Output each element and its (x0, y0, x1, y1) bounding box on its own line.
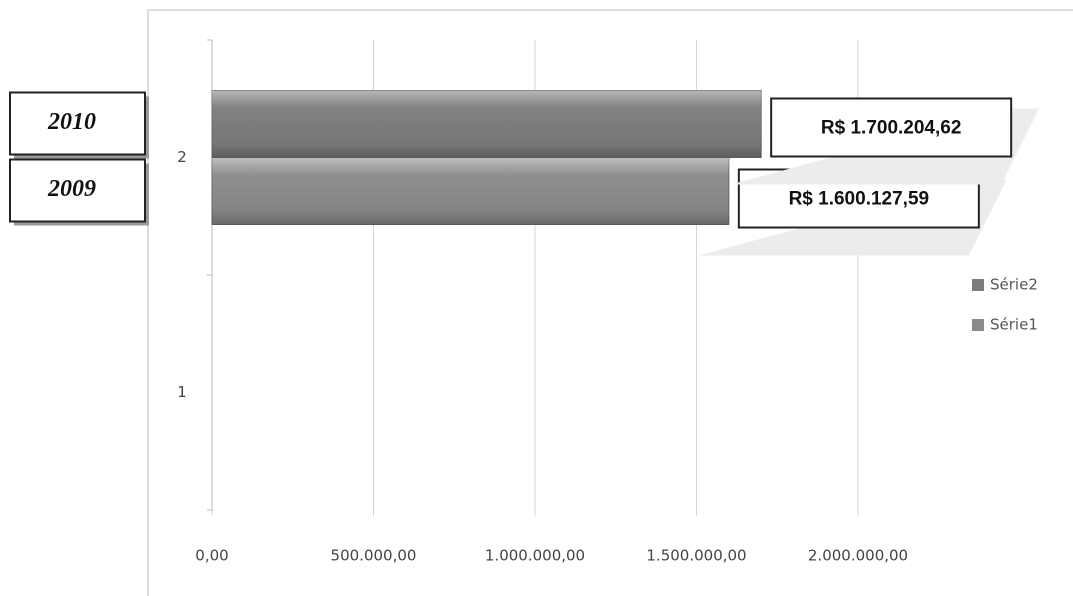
x-tick-label: 0,00 (195, 547, 228, 565)
legend-swatch (972, 319, 984, 331)
x-tick-label: 2.000.000,00 (808, 547, 908, 565)
bar-shine (212, 90, 762, 158)
x-tick-label: 1.000.000,00 (485, 547, 585, 565)
legend-label: Série2 (990, 276, 1038, 294)
annotation-box (9, 91, 146, 156)
value-label: R$ 1.700.204,62 (821, 118, 962, 139)
x-tick-label: 1.500.000,00 (646, 547, 746, 565)
value-label: R$ 1.600.127,59 (789, 189, 930, 210)
y-tick-label: 2 (177, 148, 187, 166)
annotation: 2009 (47, 176, 96, 202)
x-tick-label: 500.000,00 (331, 547, 417, 565)
value-label-box (770, 97, 1013, 158)
annotation-box (9, 158, 146, 223)
bar-shine (212, 157, 729, 225)
chart-frame (147, 9, 1073, 596)
legend-swatch (972, 279, 984, 291)
legend-label: Série1 (990, 316, 1038, 334)
y-tick-label: 1 (177, 383, 187, 401)
annotation: 2010 (47, 109, 96, 135)
